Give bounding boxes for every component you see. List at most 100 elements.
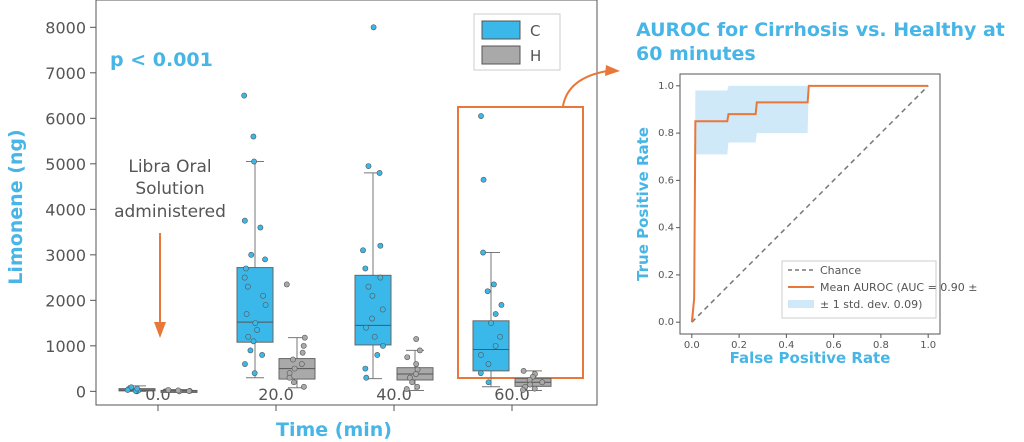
data-point (186, 388, 193, 395)
data-point (243, 265, 249, 272)
data-point (362, 365, 369, 372)
data-point (262, 256, 268, 263)
data-point (301, 334, 308, 341)
legend-label-c: C (530, 22, 540, 40)
data-point (360, 247, 366, 254)
data-point (365, 283, 372, 290)
data-point (363, 374, 370, 381)
data-point (250, 338, 257, 345)
data-point (362, 265, 369, 272)
data-point (371, 333, 378, 340)
data-point (404, 354, 411, 361)
data-point (409, 379, 416, 386)
data-point (260, 292, 267, 299)
y-tick-label: 6000 (45, 109, 86, 128)
data-point (259, 352, 266, 358)
legend-label-h: H (530, 47, 541, 65)
roc-x-tick-label: 0.0 (684, 340, 700, 351)
annotation-text: Libra Oral Solution administered (114, 157, 226, 222)
data-point (527, 381, 533, 388)
data-point (250, 133, 257, 140)
roc-legend-box (781, 260, 937, 319)
data-point (416, 347, 423, 354)
data-point (413, 336, 420, 342)
data-point (242, 361, 248, 367)
data-point (374, 352, 381, 358)
y-tick-label: 4000 (45, 200, 86, 219)
roc-title-line-2: 60 minutes (636, 43, 756, 65)
roc-legend-mean-label-2: ± 1 std. dev. 0.09) (820, 298, 922, 311)
data-point (531, 385, 538, 392)
data-point (377, 242, 384, 249)
roc-title-line-1: AUROC for Cirrhosis vs. Healthy at (636, 19, 1005, 41)
data-point (413, 361, 420, 367)
data-point (290, 379, 297, 386)
roc-y-tick-label: 0.4 (658, 223, 674, 234)
annotation-arrow-head (154, 322, 166, 338)
data-point (480, 176, 487, 183)
data-point (165, 387, 172, 393)
data-point (299, 349, 306, 356)
y-tick-label: 8000 (45, 18, 86, 37)
data-point (290, 356, 296, 363)
roc-chance-line (691, 85, 929, 323)
data-point (407, 374, 413, 381)
data-point (403, 386, 410, 392)
legend-swatch-c (481, 20, 521, 40)
roc-x-tick-label: 0.8 (873, 340, 889, 351)
data-point (363, 324, 369, 331)
highlight-60min-box (457, 106, 584, 379)
data-point (370, 24, 377, 31)
roc-y-axis-label: True Positive Rate (634, 127, 652, 281)
data-point (490, 281, 497, 288)
legend-swatch-h (481, 45, 521, 65)
data-point (365, 163, 372, 169)
data-point (520, 387, 526, 393)
data-point (251, 370, 258, 377)
data-point (244, 283, 251, 290)
data-point (247, 347, 254, 354)
data-point (477, 370, 484, 377)
roc-x-axis-label: False Positive Rate (730, 349, 891, 367)
data-point (262, 301, 269, 308)
y-tick-label: 5000 (45, 155, 86, 174)
data-point (380, 342, 386, 349)
pvalue-label: p < 0.001 (110, 49, 213, 71)
data-point (376, 170, 383, 176)
x-tick-label: 40.0 (376, 385, 412, 404)
roc-x-tick-label: 0.6 (826, 340, 842, 351)
data-point (245, 333, 252, 340)
data-point (485, 361, 492, 367)
data-point (369, 315, 375, 322)
roc-x-tick-label: 1.0 (920, 340, 936, 351)
data-point (251, 158, 257, 165)
callout-arrow-head (605, 65, 620, 76)
data-point (257, 224, 264, 231)
data-point (492, 342, 499, 349)
roc-legend-mean-label-1: Mean AUROC (AUC = 0.90 ± (820, 281, 978, 294)
data-point (283, 281, 290, 288)
x-axis-label: Time (min) (276, 419, 392, 441)
roc-y-tick-label: 0.2 (658, 270, 674, 281)
y-tick-label: 3000 (45, 246, 86, 265)
roc-mean-line (690, 84, 929, 323)
data-point (248, 251, 255, 258)
data-point (243, 311, 250, 317)
roc-y-tick-label: 0.8 (658, 128, 674, 139)
data-point (497, 333, 504, 340)
data-point (484, 288, 491, 295)
roc-plot-frame (679, 73, 941, 335)
data-point (478, 352, 484, 358)
data-point (241, 92, 248, 99)
data-point (377, 274, 384, 281)
data-point (254, 327, 261, 333)
data-point (124, 387, 131, 393)
y-axis-label: Limonene (ng) (5, 129, 27, 284)
data-point (478, 113, 484, 119)
data-point (485, 379, 492, 386)
data-point (539, 379, 546, 386)
data-point (369, 292, 376, 299)
y-tick-label: 1000 (45, 337, 86, 356)
roc-y-tick-label: 1.0 (658, 81, 674, 92)
